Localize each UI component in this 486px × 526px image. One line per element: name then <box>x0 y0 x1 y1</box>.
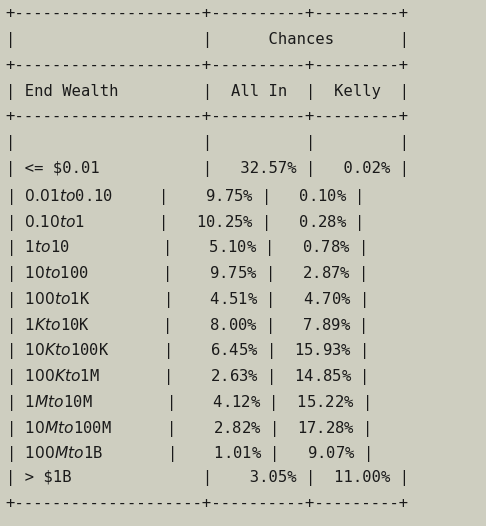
Text: | $1 to $10          |    5.10% |   0.78% |: | $1 to $10 | 5.10% | 0.78% | <box>6 238 365 258</box>
Text: | $10 to $100        |    9.75% |   2.87% |: | $10 to $100 | 9.75% | 2.87% | <box>6 264 365 284</box>
Text: +--------------------+----------+---------+: +--------------------+----------+-------… <box>6 109 409 125</box>
Text: +--------------------+----------+---------+: +--------------------+----------+-------… <box>6 6 409 22</box>
Text: | $100K to $1M       |    2.63% |  14.85% |: | $100K to $1M | 2.63% | 14.85% | <box>6 367 367 387</box>
Text: | $100 to $1K        |    4.51% |   4.70% |: | $100 to $1K | 4.51% | 4.70% | <box>6 290 366 310</box>
Text: | $10M to $100M      |    2.82% |  17.28% |: | $10M to $100M | 2.82% | 17.28% | <box>6 419 370 439</box>
Text: | $10K to $100K      |    6.45% |  15.93% |: | $10K to $100K | 6.45% | 15.93% | <box>6 341 366 361</box>
Text: | $1K to $10K        |    8.00% |   7.89% |: | $1K to $10K | 8.00% | 7.89% | <box>6 316 366 336</box>
Text: | $100M to $1B       |    1.01% |   9.07% |: | $100M to $1B | 1.01% | 9.07% | <box>6 444 370 464</box>
Text: |                    |      Chances       |: | | Chances | <box>6 32 409 48</box>
Text: +--------------------+----------+---------+: +--------------------+----------+-------… <box>6 58 409 73</box>
Text: |                    |          |         |: | | | | <box>6 135 409 151</box>
Text: | End Wealth         |  All In  |  Kelly  |: | End Wealth | All In | Kelly | <box>6 84 409 99</box>
Text: | $1M to $10M        |    4.12% |  15.22% |: | $1M to $10M | 4.12% | 15.22% | <box>6 393 369 413</box>
Text: | $0.10 to $1        |   10.25% |   0.28% |: | $0.10 to $1 | 10.25% | 0.28% | <box>6 213 362 232</box>
Text: | <= $0.01           |   32.57% |   0.02% |: | <= $0.01 | 32.57% | 0.02% | <box>6 161 409 177</box>
Text: +--------------------+----------+---------+: +--------------------+----------+-------… <box>6 496 409 511</box>
Text: | > $1B              |    3.05% |  11.00% |: | > $1B | 3.05% | 11.00% | <box>6 470 409 486</box>
Text: | $0.01 to $0.10     |    9.75% |   0.10% |: | $0.01 to $0.10 | 9.75% | 0.10% | <box>6 187 362 207</box>
